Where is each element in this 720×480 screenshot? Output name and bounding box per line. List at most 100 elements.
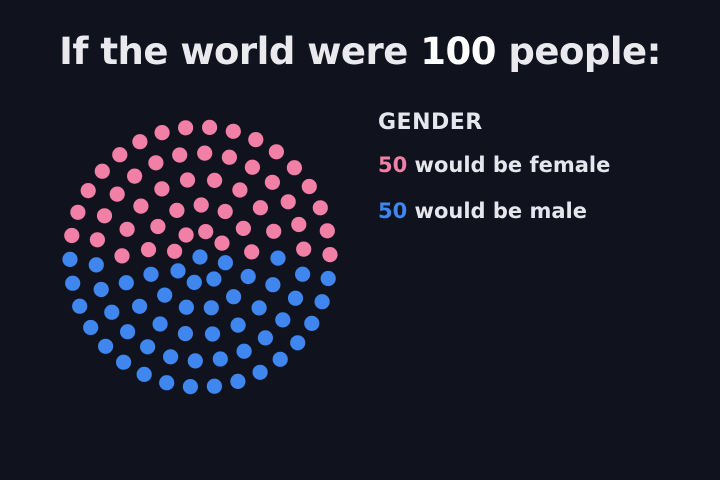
male-dot (157, 287, 173, 303)
female-dot (312, 200, 328, 216)
male-dot (236, 343, 252, 359)
male-dot (257, 330, 273, 346)
female-dot (322, 247, 338, 263)
legend-item-male: 50 would be male (378, 199, 708, 223)
male-dot (304, 315, 320, 331)
female-dot (280, 194, 296, 210)
female-dot (217, 203, 233, 220)
male-dot (104, 304, 120, 320)
title-number: 100 (420, 30, 496, 73)
female-dot (64, 227, 80, 244)
male-dot (72, 298, 88, 314)
title-prefix: If the world were (59, 30, 408, 73)
female-label: would be female (414, 153, 611, 177)
female-dot (179, 172, 196, 188)
female-dot (264, 174, 280, 190)
male-dot (203, 300, 219, 316)
female-dot (202, 119, 218, 135)
male-dot (140, 339, 156, 355)
male-dot (265, 277, 281, 293)
male-dot (320, 270, 336, 287)
female-dot (94, 163, 110, 179)
female-dot (193, 197, 209, 213)
female-dot (319, 223, 335, 239)
female-dot (244, 159, 260, 175)
dot-circle-chart (62, 119, 338, 395)
male-dot (163, 349, 179, 365)
male-dot (186, 274, 202, 290)
male-dot (116, 354, 132, 370)
male-dot (83, 319, 99, 336)
male-dot (206, 271, 222, 287)
male-dot (206, 378, 222, 394)
female-dot (291, 216, 307, 233)
female-dot (89, 232, 105, 248)
male-dot (287, 290, 304, 306)
male-dot (212, 351, 228, 367)
female-dot (150, 218, 166, 235)
male-dot (177, 326, 193, 342)
female-dot (301, 178, 317, 195)
male-dot (118, 275, 134, 291)
female-dot (132, 134, 148, 150)
legend-item-female: 50 would be female (378, 153, 708, 177)
female-dot (268, 144, 284, 160)
male-dot (251, 300, 267, 316)
female-dot (252, 200, 268, 216)
female-dot (266, 223, 282, 239)
male-dot (132, 298, 148, 314)
legend: GENDER 50 would be female 50 would be ma… (378, 110, 708, 223)
female-dot (148, 155, 164, 171)
male-dot (275, 312, 291, 328)
female-dot (140, 242, 157, 258)
female-dot (296, 241, 312, 257)
female-dot (244, 244, 260, 260)
male-dot (230, 373, 246, 389)
female-count: 50 (378, 153, 408, 177)
female-dot (198, 224, 214, 240)
female-dot (232, 182, 248, 198)
male-dot (187, 353, 203, 369)
female-dot (133, 198, 149, 214)
male-dot (62, 251, 78, 267)
female-dot (109, 186, 125, 202)
male-dot (143, 266, 159, 282)
female-dot (178, 227, 194, 243)
male-dot (65, 275, 81, 291)
male-dot (182, 379, 198, 395)
male-dot (192, 249, 208, 265)
male-dot (178, 299, 194, 315)
female-dot (221, 149, 237, 165)
male-dot (98, 338, 114, 354)
female-dot (80, 183, 96, 199)
legend-heading: GENDER (378, 110, 483, 135)
male-dot (314, 294, 330, 310)
female-dot (167, 243, 183, 259)
male-dot (295, 266, 311, 282)
female-dot (286, 160, 302, 176)
female-dot (169, 202, 185, 218)
male-dot (152, 316, 168, 332)
male-dot (204, 326, 221, 342)
male-dot (240, 268, 256, 285)
male-dot (226, 289, 242, 305)
male-dot (270, 250, 286, 266)
male-dot (159, 375, 175, 391)
male-dot (88, 257, 104, 273)
female-dot (112, 147, 128, 163)
female-dot (235, 220, 251, 236)
female-dot (207, 172, 223, 188)
female-dot (172, 147, 188, 163)
female-dot (225, 123, 241, 139)
male-dot (230, 317, 246, 333)
female-dot (154, 181, 170, 197)
female-dot (197, 145, 213, 161)
male-dot (120, 324, 136, 340)
female-dot (96, 208, 113, 224)
female-dot (214, 235, 230, 251)
female-dot (119, 221, 135, 237)
male-dot (272, 351, 288, 367)
page-title: If the world were 100 people: (0, 30, 720, 73)
male-dot (252, 364, 268, 380)
male-dot (170, 263, 186, 279)
